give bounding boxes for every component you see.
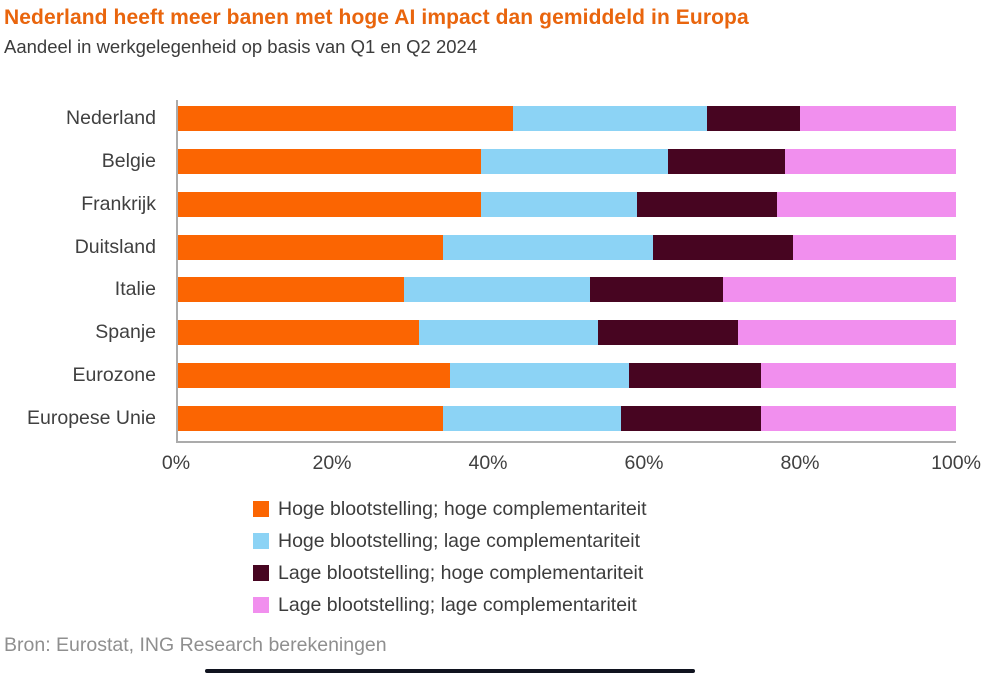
legend-label: Hoge blootstelling; lage complementarite… [278,529,641,552]
category-label: Italie [114,278,156,301]
bar-segment [761,406,956,432]
x-tick-label: 40% [468,452,508,474]
bar-segment [738,320,956,346]
bar-row [178,363,956,389]
legend-swatch-icon [253,565,269,581]
bar-segment [403,277,591,303]
bar-segment [652,234,793,260]
category-label: Duitsland [74,235,156,258]
bar-segment [178,320,420,346]
bar-row [178,406,956,432]
bar-segment [481,191,637,217]
category-label: Nederland [66,106,156,129]
bar-segment [178,406,443,432]
legend-item: Lage blootstelling; lage complementarite… [253,589,647,621]
bar-row [178,191,956,217]
legend-label: Lage blootstelling; lage complementarite… [278,593,637,616]
bar-row [178,234,956,260]
bar-segment [442,234,653,260]
bar-segment [178,148,482,174]
legend-item: Hoge blootstelling; lage complementarite… [253,525,647,557]
bar-segment [637,191,778,217]
bar-segment [792,234,956,260]
category-label: Belgie [101,149,156,172]
bar-segment [178,105,513,131]
legend-swatch-icon [253,597,269,613]
bar-segment [481,148,669,174]
bar-segment [784,148,956,174]
bar-segment [178,363,451,389]
plot-area [176,100,956,443]
bar-segment [178,277,404,303]
bar-segment [178,234,443,260]
x-axis: 0% 20% 40% 60% 80% 100% [162,452,981,478]
legend-label: Lage blootstelling; hoge complementarite… [278,561,644,584]
legend-swatch-icon [253,501,269,517]
category-label: Spanje [95,321,156,344]
bar-segment [707,105,801,131]
category-label: Frankrijk [81,192,156,215]
bar-segment [419,320,599,346]
bar-segment [590,277,723,303]
bar-segment [598,320,739,346]
category-label: Eurozone [72,364,156,387]
bar-segment [442,406,622,432]
bar-segment [178,191,482,217]
bar-segment [621,406,762,432]
legend-item: Lage blootstelling; hoge complementarite… [253,557,647,589]
bar-segment [512,105,708,131]
bar-segment [777,191,956,217]
bar-segment [800,105,956,131]
x-tick-label: 80% [780,452,820,474]
bar-row [178,105,956,131]
chart-title: Nederland heeft meer banen met hoge AI i… [4,6,749,29]
bar-segment [450,363,630,389]
x-tick-label: 60% [624,452,664,474]
legend-swatch-icon [253,533,269,549]
legend: Hoge blootstelling; hoge complementarite… [253,493,647,621]
bar-row [178,148,956,174]
legend-item: Hoge blootstelling; hoge complementarite… [253,493,647,525]
category-label: Europese Unie [27,407,156,430]
bar-segment [668,148,785,174]
home-indicator-bar [205,669,695,673]
x-tick-label: 0% [161,452,191,474]
source-note: Bron: Eurostat, ING Research berekeninge… [4,634,387,656]
legend-label: Hoge blootstelling; hoge complementarite… [278,497,647,520]
bar-segment [629,363,762,389]
x-tick-label: 100% [931,452,981,474]
bar-segment [722,277,956,303]
bar-row [178,320,956,346]
bar-segment [761,363,956,389]
bar-row [178,277,956,303]
x-tick-label: 20% [312,452,352,474]
chart-subtitle: Aandeel in werkgelegenheid op basis van … [4,36,478,57]
